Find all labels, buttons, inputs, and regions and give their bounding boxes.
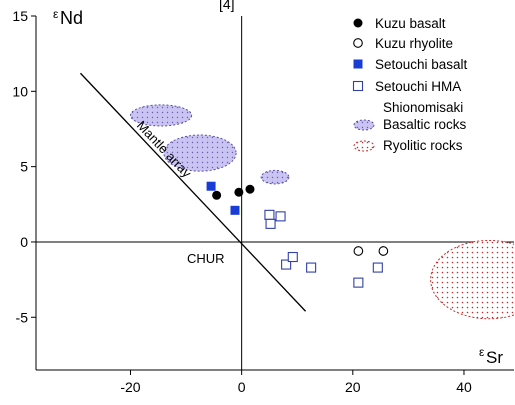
data-point <box>230 205 240 215</box>
y-tick-label: 10 <box>12 83 28 99</box>
legend-label: Shionomisaki <box>383 100 463 115</box>
data-point <box>353 246 364 256</box>
legend-marker <box>352 80 364 92</box>
legend-label: Setouchi HMA <box>375 79 461 94</box>
data-point <box>212 190 222 200</box>
points-layer <box>206 181 389 288</box>
x-tick-label: 0 <box>238 379 246 395</box>
legend-marker <box>353 59 363 69</box>
x-tick-label: 40 <box>456 379 472 395</box>
data-point <box>245 184 255 194</box>
ryolitic-region <box>430 239 514 320</box>
data-point <box>378 246 389 256</box>
x-axis-label: ε Sr <box>479 345 503 367</box>
legend-marker <box>353 38 363 48</box>
data-point <box>353 277 364 288</box>
x-tick-label: -20 <box>120 379 140 395</box>
data-point <box>234 187 244 197</box>
y-tick-label: -5 <box>16 309 29 325</box>
legend-marker <box>353 140 375 152</box>
y-tick-label: 15 <box>12 8 28 24</box>
plot-frame: 15 10 5 0 -5 -20 0 20 40 <box>12 8 514 395</box>
shionomisaki-region <box>260 169 290 185</box>
data-point <box>206 181 216 191</box>
data-point <box>281 259 292 270</box>
mantle-array-layer: Mantle array <box>79 72 307 312</box>
chart-title-fragment: [4] <box>219 0 235 12</box>
legend-marker <box>353 18 363 28</box>
data-point <box>265 218 276 229</box>
y-axis-label-text: Nd <box>60 8 83 28</box>
mantle-array-line <box>79 72 307 312</box>
x-tick-label: 20 <box>345 379 361 395</box>
data-point <box>264 209 275 220</box>
y-axis-label: ε Nd <box>53 7 83 28</box>
legend-label: Basaltic rocks <box>383 117 467 132</box>
shionomisaki-region <box>129 104 193 127</box>
y-tick-label: 5 <box>20 159 28 175</box>
x-axis-label-prefix: ε <box>479 345 485 359</box>
legend: Kuzu basalt Kuzu rhyolite Setouchi basalt S… <box>352 16 468 153</box>
data-point <box>372 262 383 273</box>
legend-label: Kuzu rhyolite <box>375 36 453 51</box>
y-tick-label: 0 <box>20 234 28 250</box>
legend-label: Kuzu basalt <box>375 16 446 31</box>
data-point <box>287 251 298 263</box>
y-axis-label-prefix: ε <box>53 7 59 21</box>
x-axis-label-text: Sr <box>486 348 503 367</box>
legend-marker <box>353 119 375 131</box>
data-point <box>306 262 317 273</box>
data-point <box>275 211 286 222</box>
shionomisaki-region <box>163 134 237 172</box>
legend-label: Ryolitic rocks <box>383 138 463 153</box>
chur-label: CHUR <box>187 251 225 266</box>
regions-layer <box>129 104 514 320</box>
legend-label: Setouchi basalt <box>375 57 468 72</box>
